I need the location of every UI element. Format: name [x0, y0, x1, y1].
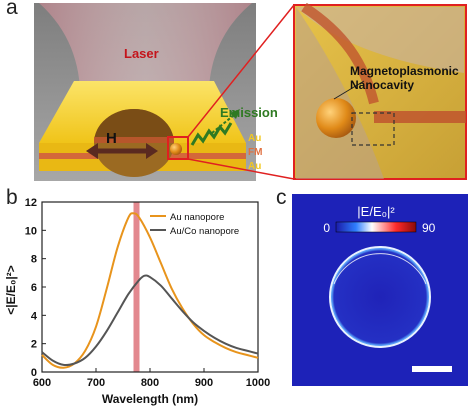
chart-series — [41, 212, 259, 369]
chart-legend: Au nanopore Au/Co nanopore — [150, 212, 239, 237]
emission-label: Emission — [220, 105, 278, 120]
zoom-box — [167, 136, 189, 160]
y-tick-label: 8 — [31, 254, 37, 266]
field-ring — [329, 246, 431, 348]
scale-bar — [412, 366, 452, 372]
field-label: H — [106, 130, 117, 147]
x-tick-label: 1000 — [246, 377, 270, 389]
chart-ticks: 600 700 800 900 1000 0 2 4 6 8 10 12 — [25, 197, 270, 389]
laser-label: Laser — [124, 46, 159, 61]
inset-nanoparticle — [316, 98, 356, 138]
x-axis-label: Wavelength (nm) — [102, 392, 198, 406]
inset-label-line1: Magnetoplasmonic — [350, 64, 459, 78]
y-tick-label: 4 — [31, 310, 38, 322]
layer-label-au-top: Au — [248, 133, 261, 144]
emission-wave — [190, 122, 233, 146]
y-tick-label: 2 — [31, 339, 37, 351]
inset-dashed-box — [351, 112, 395, 146]
panel-c-letter: c — [276, 186, 287, 209]
y-tick-label: 0 — [31, 367, 37, 379]
layer-label-fm: FM — [248, 147, 262, 158]
magnetic-field-arrow — [86, 143, 158, 159]
colorbar-min: 0 — [323, 221, 330, 235]
y-axis-label: <|E/E₀|²> — [4, 265, 18, 314]
colorbar-label: |E/E₀|² — [357, 204, 395, 219]
series-line-0 — [41, 212, 259, 369]
colorbar — [335, 221, 417, 233]
pore-nanoparticle — [170, 143, 182, 155]
legend-label-0: Au nanopore — [170, 212, 224, 223]
layer-label-au-bottom: Au — [248, 161, 261, 172]
field-map: |E/E₀|² 0 90 — [292, 194, 468, 386]
x-tick-label: 600 — [33, 377, 51, 389]
highlight-band — [133, 202, 140, 372]
y-tick-label: 6 — [31, 282, 37, 294]
panel-a-illustration: H Laser Emission Au FM Au Magnetoplasmon… — [34, 3, 467, 181]
y-tick-label: 10 — [25, 225, 37, 237]
legend-label-1: Au/Co nanopore — [170, 226, 239, 237]
spectrum-chart: 600 700 800 900 1000 0 2 4 6 8 10 12 Au nanopore Au/… — [4, 197, 270, 406]
x-tick-label: 800 — [141, 377, 159, 389]
y-tick-label: 12 — [25, 197, 37, 209]
inset-label-line2: Nanocavity — [350, 78, 414, 92]
inset-view — [293, 3, 467, 180]
panel-b-letter: b — [6, 186, 18, 209]
colorbar-max: 90 — [422, 221, 436, 235]
panel-a-letter: a — [6, 0, 18, 19]
x-tick-label: 900 — [195, 377, 213, 389]
series-line-1 — [41, 274, 259, 367]
x-tick-label: 700 — [87, 377, 105, 389]
